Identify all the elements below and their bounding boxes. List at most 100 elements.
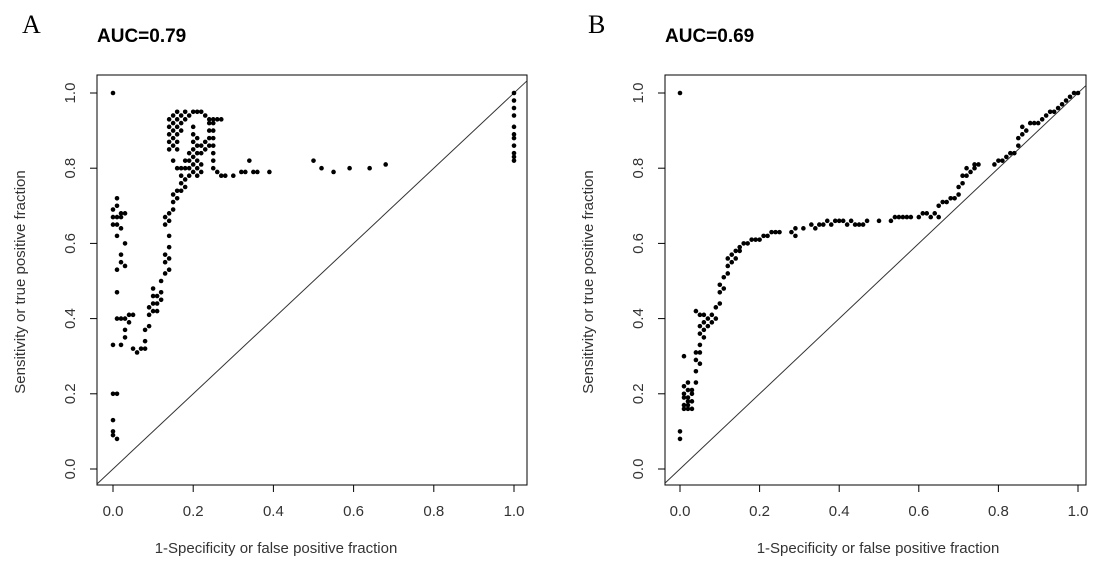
data-point [1059,101,1065,107]
x-tick-label: 0.6 [908,503,929,520]
data-point [198,143,204,148]
data-point [817,222,822,227]
data-point [174,195,180,201]
data-point [194,173,200,179]
data-point [174,132,180,137]
data-point [1019,124,1025,130]
data-point [733,248,739,254]
data-point [697,350,703,355]
data-point [166,218,172,224]
data-point [681,395,687,400]
data-point [158,278,164,284]
data-point [154,293,160,299]
data-point [170,143,176,148]
data-point [158,297,164,303]
y-tick-label: 0.4 [630,308,647,329]
data-point [331,169,336,175]
data-point [122,327,128,333]
y-axis-title: Sensitivity or true positive fraction [12,170,29,393]
y-tick-label: 0.6 [62,233,79,254]
data-point [900,214,906,220]
data-point [916,214,922,220]
data-point [677,90,683,96]
data-point [118,226,124,231]
data-point [701,312,707,318]
data-point [729,252,735,257]
y-tick-label: 0.0 [62,459,79,480]
data-point [828,222,834,227]
data-points [677,90,1081,442]
data-point [114,316,120,321]
data-point [976,162,981,167]
data-point [170,158,176,163]
data-point [114,289,120,295]
data-point [267,169,272,175]
data-point [924,211,930,216]
data-point [511,124,517,130]
data-point [765,233,770,239]
data-point [511,105,517,111]
data-point [158,289,164,295]
y-tick-label: 1.0 [62,83,79,104]
data-point [174,124,180,130]
data-point [206,135,212,141]
data-point [685,395,691,400]
data-point [118,252,124,257]
data-point [876,218,882,224]
data-point [709,320,715,325]
data-point [162,222,168,227]
data-point [896,214,902,220]
data-point [801,226,806,231]
data-point [170,113,176,118]
data-point [511,132,517,137]
chart-title-a: AUC=0.79 [97,26,187,47]
data-point [347,165,352,171]
data-point [1067,94,1073,100]
data-point [1063,98,1069,103]
data-point [122,211,128,216]
data-point [114,391,120,397]
data-point [166,256,172,261]
data-point [677,429,683,434]
data-point [146,305,152,310]
x-tick-label: 0.6 [343,503,364,520]
data-point [773,229,778,235]
data-point [681,353,687,359]
data-point [511,150,517,156]
data-point [1039,117,1045,122]
data-point [150,286,156,291]
y-tick-label: 0.8 [630,158,647,179]
data-point [110,432,116,438]
data-point [737,248,742,254]
data-point [1008,150,1013,156]
data-point [190,162,196,167]
data-point [110,391,116,397]
data-point [745,241,750,246]
x-tick-label: 0.2 [183,503,204,520]
data-point [202,113,208,118]
data-point [146,323,152,329]
data-point [162,259,168,265]
data-points [110,90,517,442]
data-point [150,293,156,299]
data-point [852,222,858,227]
data-point [210,150,216,156]
data-point [126,312,132,318]
data-point [110,342,116,348]
data-point [1071,90,1077,96]
data-point [717,301,723,306]
data-point [697,323,703,329]
y-axis: 0.0 0.2 0.4 0.6 0.8 1.0 [630,83,666,479]
data-point [769,229,774,235]
data-point [202,139,208,145]
data-point [689,391,695,397]
data-point [848,218,854,224]
data-point [701,327,707,333]
data-point [809,222,814,227]
data-point [198,169,204,175]
data-point [190,132,196,137]
data-point [198,150,204,156]
data-point [952,195,957,201]
data-point [174,109,180,115]
data-point [693,357,699,363]
